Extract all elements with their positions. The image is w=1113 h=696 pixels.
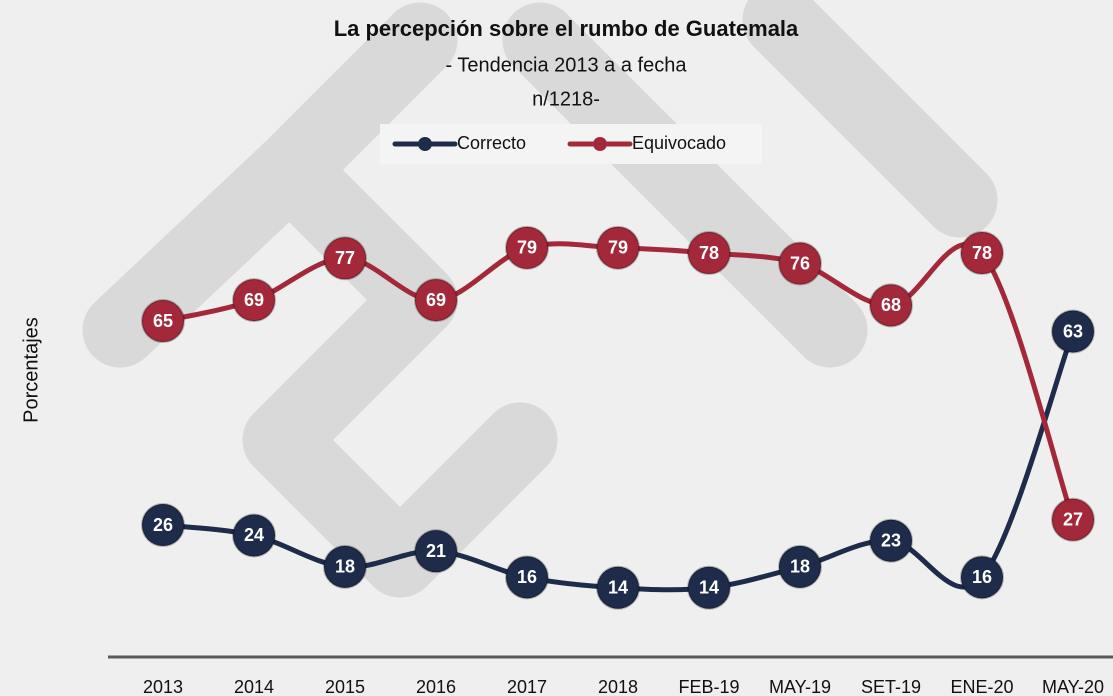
x-tick-label: 2017 <box>507 677 547 696</box>
x-tick-label: MAY-19 <box>769 677 831 696</box>
data-point <box>323 544 367 589</box>
data-label: 78 <box>699 243 719 263</box>
data-label: 26 <box>153 515 173 535</box>
data-point <box>869 518 913 563</box>
x-tick-label: FEB-19 <box>678 677 739 696</box>
data-label: 23 <box>881 530 901 550</box>
legend-label: Correcto <box>457 133 526 153</box>
x-tick-label: 2016 <box>416 677 456 696</box>
data-point <box>869 283 913 328</box>
data-point <box>960 231 1004 276</box>
data-point <box>1051 497 1095 542</box>
x-tick-label: 2013 <box>143 677 183 696</box>
watermark-stroke <box>742 0 998 238</box>
data-label: 65 <box>153 311 173 331</box>
data-label: 77 <box>335 248 355 268</box>
data-label: 69 <box>244 290 264 310</box>
data-point <box>232 278 276 323</box>
data-label: 68 <box>881 295 901 315</box>
x-tick-label: MAY-20 <box>1042 677 1104 696</box>
data-point <box>141 299 185 344</box>
data-point <box>778 241 822 286</box>
data-point <box>596 565 640 610</box>
data-point <box>960 555 1004 600</box>
data-label: 14 <box>699 578 719 598</box>
data-label: 16 <box>972 567 992 587</box>
data-point <box>141 503 185 548</box>
x-tick-label: ENE-20 <box>950 677 1013 696</box>
legend-marker <box>593 137 607 151</box>
x-tick-label: 2015 <box>325 677 365 696</box>
data-label: 27 <box>1063 510 1083 530</box>
data-point <box>596 225 640 270</box>
data-point <box>232 513 276 558</box>
data-label: 63 <box>1063 321 1083 341</box>
data-point <box>505 555 549 600</box>
chart-title: La percepción sobre el rumbo de Guatemal… <box>334 16 799 41</box>
x-tick-label: 2018 <box>598 677 638 696</box>
data-label: 69 <box>426 290 446 310</box>
data-label: 76 <box>790 253 810 273</box>
data-label: 24 <box>244 525 264 545</box>
legend-label: Equivocado <box>632 133 726 153</box>
data-point <box>414 529 458 574</box>
data-label: 14 <box>608 578 628 598</box>
data-point <box>323 236 367 281</box>
data-label: 79 <box>517 238 537 258</box>
data-point <box>1051 309 1095 354</box>
watermark-stroke <box>252 2 458 208</box>
data-point <box>778 544 822 589</box>
data-point <box>687 231 731 276</box>
data-label: 79 <box>608 238 628 258</box>
data-point <box>687 565 731 610</box>
y-axis-label: Porcentajes <box>20 317 42 423</box>
data-label: 78 <box>972 243 992 263</box>
data-label: 16 <box>517 567 537 587</box>
legend-marker <box>418 137 432 151</box>
x-tick-label: SET-19 <box>861 677 921 696</box>
data-point <box>505 225 549 270</box>
data-label: 18 <box>335 557 355 577</box>
data-label: 21 <box>426 541 446 561</box>
watermark-stroke <box>502 2 868 368</box>
data-label: 18 <box>790 557 810 577</box>
x-tick-label: 2014 <box>234 677 274 696</box>
data-point <box>414 278 458 323</box>
chart-subtitle: n/1218- <box>532 88 600 110</box>
chart-subtitle: - Tendencia 2013 a a fecha <box>446 54 688 76</box>
